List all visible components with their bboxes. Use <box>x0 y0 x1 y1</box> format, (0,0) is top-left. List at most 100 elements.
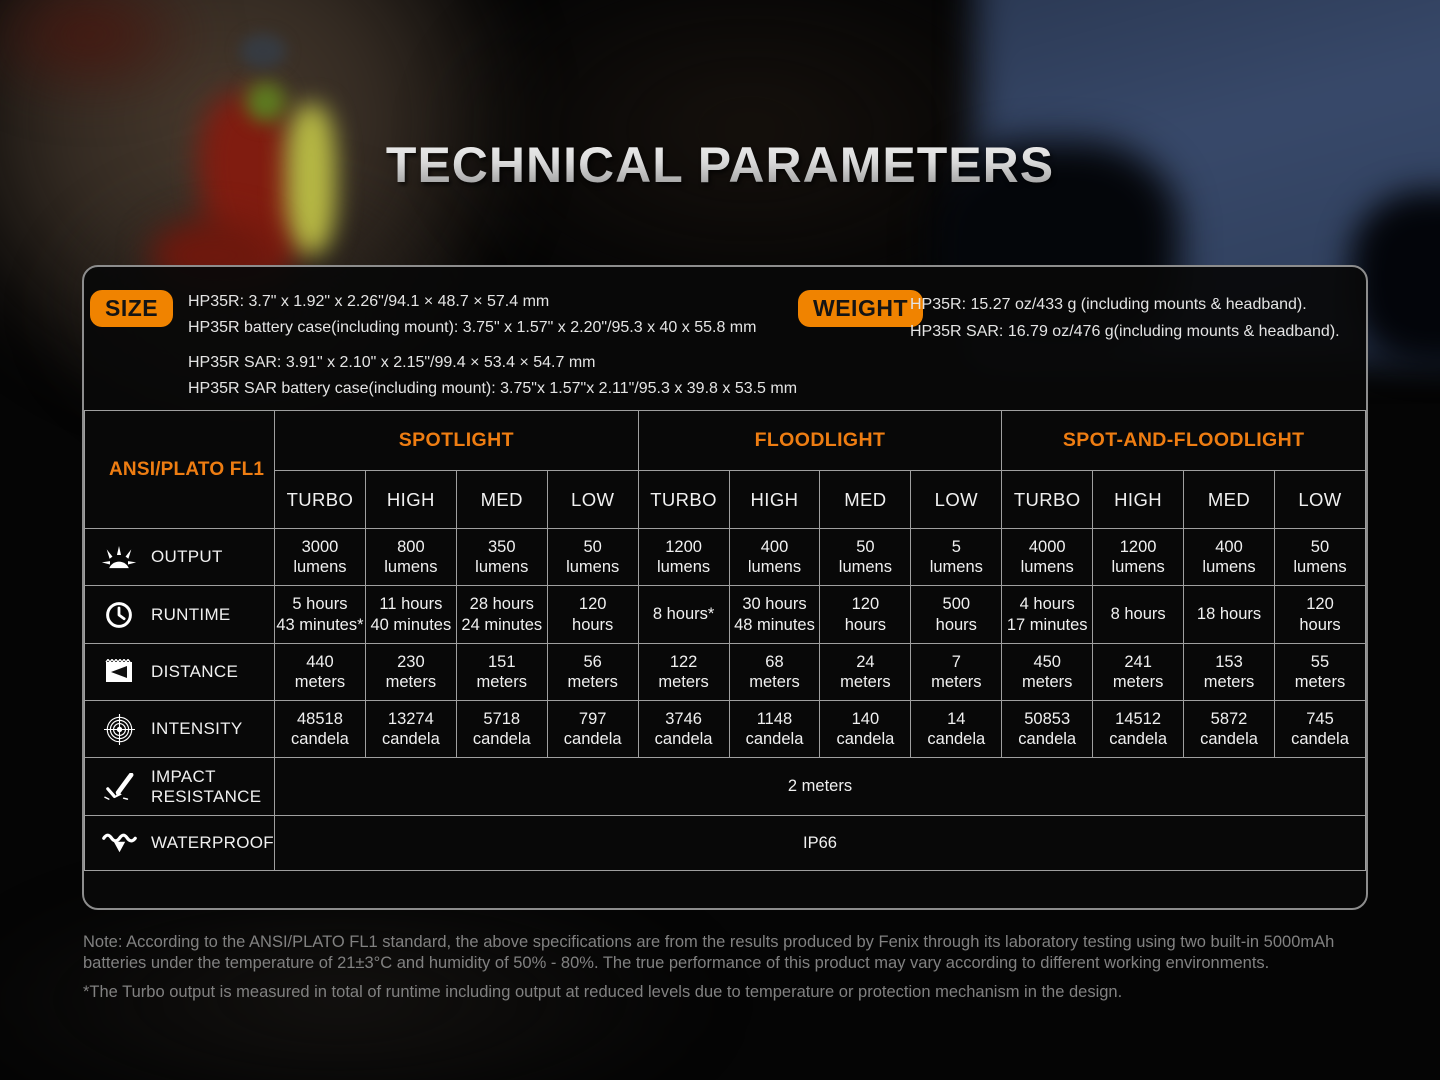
value-line: candela <box>745 730 804 748</box>
value-cell-runtime-0: 5 hours 43 minutes* <box>274 585 366 644</box>
value-cell-runtime-1: 11 hours 40 minutes <box>364 585 457 644</box>
value-cell-output-10: 400 lumens <box>1183 528 1275 586</box>
value-line: candela <box>291 730 349 748</box>
value-line: meters <box>294 673 346 691</box>
climber-collar <box>246 82 286 122</box>
value-line: 5872 <box>1210 709 1248 728</box>
weight-line: HP35R: 15.27 oz/433 g (including mounts … <box>910 296 1307 313</box>
value-cell-output-1: 800 lumens <box>364 528 457 586</box>
row-label-wrap: OUTPUT <box>85 545 274 570</box>
value-cell-output-6: 50 lumens <box>819 528 912 586</box>
value-line: 241 <box>1124 652 1152 671</box>
size-line: HP35R battery case(including mount): 3.7… <box>188 319 757 336</box>
impact-resistance-icon <box>100 772 138 801</box>
value-line: 50 <box>856 537 875 556</box>
waterproof-icon <box>100 832 138 855</box>
value-cell-output-0: 3000 lumens <box>274 528 366 586</box>
value-cell-intensity-10: 5872 candela <box>1183 700 1275 758</box>
mode-header-med: MED <box>819 470 912 529</box>
value-line: meters <box>931 673 982 691</box>
mode-header-turbo: TURBO <box>274 470 366 529</box>
note-line: Note: According to the ANSI/PLATO FL1 st… <box>83 933 1335 951</box>
value-cell-output-5: 400 lumens <box>728 528 821 586</box>
value-cell-runtime-4: 8 hours* <box>637 585 730 644</box>
value-cell-intensity-7: 14 candela <box>910 700 1003 758</box>
value-line: 43 minutes* <box>276 615 364 634</box>
value-line: 8 hours* <box>652 605 715 624</box>
value-cell-intensity-4: 3746 candela <box>637 700 730 758</box>
clock-icon <box>100 601 138 629</box>
mode-header-high: HIGH <box>728 470 821 529</box>
value-line: 28 hours <box>469 595 534 614</box>
value-line: 400 <box>1215 537 1243 556</box>
row-label-wrap: WATERPROOF <box>85 832 274 855</box>
value-line: 400 <box>760 537 789 556</box>
value-line: meters <box>1294 673 1346 691</box>
light-output-icon <box>100 545 138 570</box>
value-cell-runtime-8: 4 hours 17 minutes <box>1001 585 1094 644</box>
row-label-distance: DISTANCE <box>84 643 275 701</box>
spec-panel: SIZE HP35R: 3.7" x 1.92" x 2.26"/94.1 × … <box>82 265 1368 910</box>
value-line: 122 <box>669 652 698 671</box>
value-line: 56 <box>583 652 602 671</box>
mode-header-med: MED <box>455 470 548 529</box>
value-line: lumens <box>475 558 529 576</box>
value-cell-runtime-2: 28 hours 24 minutes <box>455 585 548 644</box>
size-line: HP35R SAR battery case(including mount):… <box>188 380 798 397</box>
value-line: candela <box>1018 730 1077 748</box>
value-line: candela <box>472 730 531 748</box>
page-title: TECHNICAL PARAMETERS <box>0 136 1440 194</box>
value-cell-intensity-6: 140 candela <box>819 700 912 758</box>
value-cell-intensity-0: 48518 candela <box>274 700 366 758</box>
value-line: lumens <box>929 558 983 576</box>
value-cell-intensity-11: 745 candela <box>1273 700 1367 758</box>
value-line: lumens <box>838 558 892 576</box>
value-line: meters <box>1203 673 1255 691</box>
distance-icon <box>100 659 138 685</box>
value-line: candela <box>836 730 895 748</box>
value-cell-distance-3: 56 meters <box>546 643 639 701</box>
row-label-intensity: INTENSITY <box>84 700 275 758</box>
value-line: 5 hours <box>292 595 348 614</box>
value-line: lumens <box>747 558 802 576</box>
value-line: lumens <box>293 558 347 576</box>
value-line: 55 <box>1310 652 1330 671</box>
weight-line: HP35R SAR: 16.79 oz/476 g(including moun… <box>910 323 1340 340</box>
value-line: lumens <box>1293 558 1347 576</box>
value-line: hours <box>572 615 614 634</box>
value-line: meters <box>1112 673 1164 691</box>
value-cell-runtime-7: 500 hours <box>910 585 1003 644</box>
value-cell-intensity-3: 797 candela <box>546 700 639 758</box>
row-label-text: DISTANCE <box>151 662 239 682</box>
value-line: 48 minutes <box>734 615 815 634</box>
row-label-text: WATERPROOF <box>151 833 274 853</box>
row-label-text: OUTPUT <box>151 547 223 567</box>
value-line: lumens <box>656 558 711 576</box>
mode-header-high: HIGH <box>364 470 457 529</box>
row-label-text: IMPACT RESISTANCE <box>151 766 262 806</box>
value-line: meters <box>658 673 709 691</box>
value-line: 151 <box>488 652 516 671</box>
climber-vest <box>286 104 336 254</box>
value-cell-distance-11: 55 meters <box>1273 643 1367 701</box>
note-text: Note: According to the ANSI/PLATO FL1 st… <box>83 932 1403 974</box>
size-badge: SIZE <box>90 290 174 327</box>
value-cell-output-8: 4000 lumens <box>1001 528 1094 586</box>
value-line: 230 <box>397 652 425 671</box>
intensity-icon <box>100 713 138 745</box>
row-label-runtime: RUNTIME <box>84 585 275 644</box>
row-label-impact-resistance: IMPACT RESISTANCE <box>84 757 275 816</box>
row-label-wrap: DISTANCE <box>85 659 274 685</box>
mode-header-turbo: TURBO <box>637 470 730 529</box>
weight-spec-lines: HP35R: 15.27 oz/433 g (including mounts … <box>910 291 1340 345</box>
value-line: 5718 <box>483 709 521 728</box>
value-line: 14512 <box>1115 709 1162 728</box>
footnote-text: *The Turbo output is measured in total o… <box>83 983 1123 1001</box>
value-cell-distance-5: 68 meters <box>728 643 821 701</box>
value-cell-output-7: 5 lumens <box>910 528 1003 586</box>
value-line: 24 <box>856 652 875 671</box>
value-line: hours <box>935 615 977 634</box>
value-line: candela <box>1200 730 1258 748</box>
value-line: lumens <box>1202 558 1256 576</box>
value-line: 1200 <box>1119 537 1157 556</box>
